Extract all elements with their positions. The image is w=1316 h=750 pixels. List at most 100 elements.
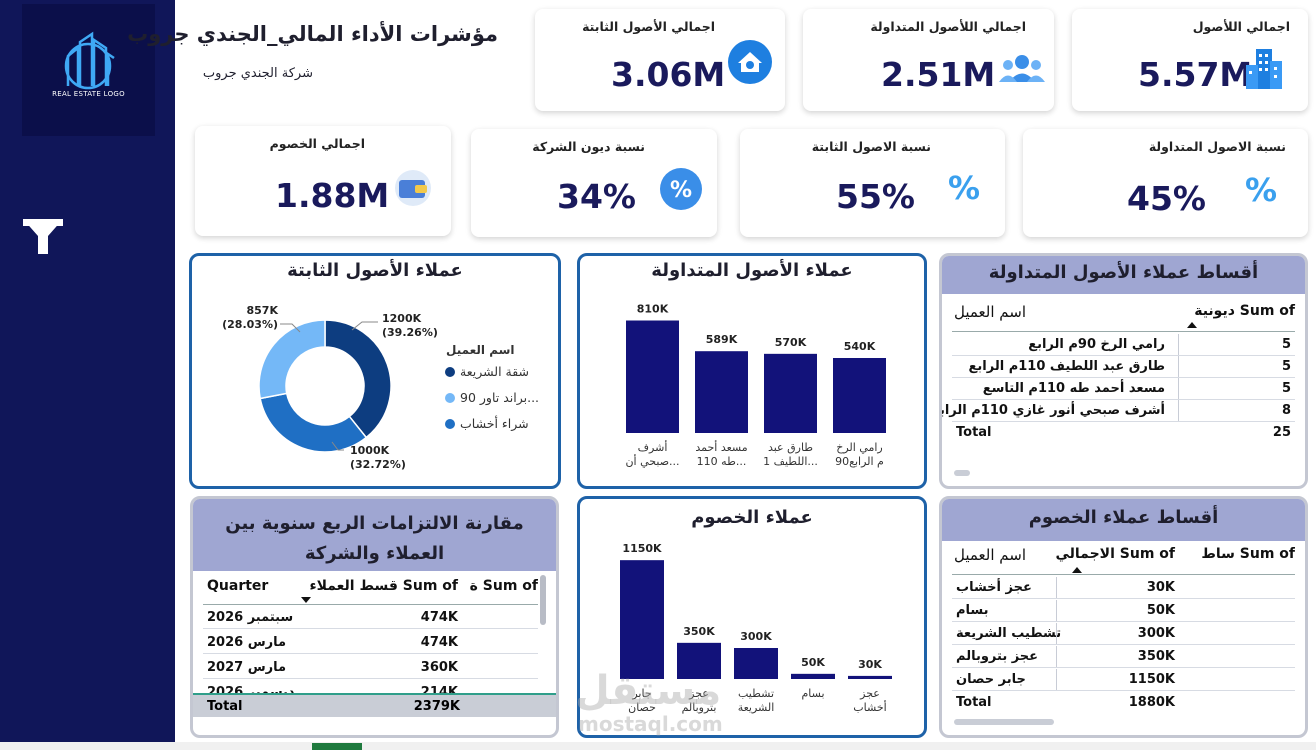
bar[interactable] bbox=[764, 353, 817, 433]
kpi-liabilities[interactable]: اجمالي الخصوم 1.88M bbox=[195, 126, 451, 236]
cell-name: تشطيب الشريعة bbox=[956, 626, 1062, 641]
bar[interactable] bbox=[626, 320, 679, 434]
kpi-fixed-ratio[interactable]: نسبة الاصول الثابتة 55% % bbox=[740, 129, 1005, 237]
donut-chart[interactable]: 1200K(39.26%) 1000K(32.72%) 857K(28.03%) اس… bbox=[192, 256, 558, 486]
table-row[interactable]: جابر حصان 1150K bbox=[952, 669, 1295, 691]
x-tick-label: أخشاب bbox=[853, 700, 886, 714]
scrollbar-thumb[interactable] bbox=[954, 719, 1054, 725]
cell-quarter: سبتمبر 2026 bbox=[207, 610, 294, 625]
legend-item[interactable]: شراء أخشاب bbox=[460, 415, 529, 432]
table-row[interactable]: عجز أخشاب 30K bbox=[952, 577, 1295, 599]
col-header-value[interactable]: Sum of ديونية bbox=[1194, 303, 1295, 319]
sort-arrow-icon[interactable] bbox=[1072, 567, 1082, 573]
scrollbar-thumb[interactable] bbox=[540, 575, 546, 625]
col-header-name[interactable]: اسم العميل bbox=[954, 546, 1027, 564]
cell-name: عجز بتروبالم bbox=[956, 649, 1039, 664]
cell-clients: 474K bbox=[420, 635, 458, 650]
col-header-clients[interactable]: Sum of قسط العملاء bbox=[309, 578, 458, 594]
sidebar: REAL ESTATE LOGO bbox=[0, 0, 175, 750]
bar[interactable] bbox=[734, 648, 778, 679]
cell-value: 350K bbox=[1137, 649, 1175, 664]
bar-value-label: 350K bbox=[683, 625, 715, 638]
x-tick-label: جابر bbox=[631, 687, 651, 700]
table-row[interactable]: مارس 2026 474K bbox=[203, 632, 538, 654]
total-value: 25 bbox=[1272, 425, 1291, 440]
bar-chart[interactable]: 1150Kجابرحصان350Kعجزبتروبالم300Kتشطيبالش… bbox=[580, 499, 924, 735]
table-row[interactable]: سبتمبر 2026 474K bbox=[203, 607, 538, 629]
cell-value: 5 bbox=[1281, 359, 1291, 374]
panel-title: أقساط عملاء الخصوم bbox=[1028, 507, 1219, 528]
kpi-current-assets[interactable]: اجمالي اللأصول المتداولة 2.51M bbox=[803, 9, 1054, 111]
bar-value-label: 50K bbox=[801, 656, 825, 669]
filter-icon[interactable] bbox=[22, 218, 64, 260]
legend-item[interactable]: شقة الشريعة bbox=[460, 364, 529, 380]
kpi-value: 1.88M bbox=[275, 176, 390, 215]
users-icon bbox=[999, 53, 1045, 87]
cell-value: 30K bbox=[1146, 580, 1175, 595]
table-row[interactable]: عجز بتروبالم 350K bbox=[952, 646, 1295, 668]
current-installments-panel: أقساط عملاء الأصول المتداولة Sum of ديون… bbox=[939, 253, 1308, 489]
kpi-fixed-assets[interactable]: اجمالي الأصول الثابتة 3.06M bbox=[535, 9, 785, 111]
table-header: Quarter Sum of قسط العملاء Sum of ة bbox=[203, 575, 538, 605]
table-row[interactable]: بسام 50K bbox=[952, 600, 1295, 622]
kpi-label: نسبة الاصول المتداولة bbox=[1148, 139, 1286, 154]
bar[interactable] bbox=[695, 351, 748, 433]
bar[interactable] bbox=[848, 675, 892, 679]
sort-arrow-icon[interactable] bbox=[1187, 322, 1197, 328]
col-header-company[interactable]: Sum of ة bbox=[469, 578, 538, 594]
donut-slice[interactable] bbox=[258, 319, 326, 400]
col-header-total[interactable]: Sum of الاجمالي bbox=[1055, 546, 1176, 562]
kpi-debt-ratio[interactable]: نسبة ديون الشركة 34% % bbox=[471, 129, 717, 237]
bar[interactable] bbox=[620, 560, 664, 679]
legend-marker[interactable] bbox=[445, 393, 455, 403]
x-tick-label: عجز bbox=[688, 687, 709, 700]
panel-title: أقساط عملاء الأصول المتداولة bbox=[988, 262, 1259, 283]
donut-slice[interactable] bbox=[324, 319, 392, 439]
bottom-bar bbox=[0, 742, 1316, 750]
kpi-label: اجمالي الأصول الثابتة bbox=[582, 19, 715, 34]
cell-value: 300K bbox=[1137, 626, 1175, 641]
bar[interactable] bbox=[791, 673, 835, 679]
cell-value: 1150K bbox=[1128, 672, 1175, 687]
leader-line bbox=[280, 323, 301, 333]
page-title: مؤشرات الأداء المالي_الجندي جروب bbox=[127, 22, 498, 46]
sort-arrow-icon[interactable] bbox=[301, 597, 311, 603]
scrollbar-thumb[interactable] bbox=[954, 470, 970, 476]
bar[interactable] bbox=[677, 642, 721, 679]
col-header-quarter[interactable]: Quarter bbox=[207, 578, 269, 594]
table-row[interactable]: طارق عبد اللطيف 110م الرابع 5 bbox=[952, 356, 1295, 378]
kpi-label: نسبة الاصول الثابتة bbox=[811, 139, 931, 154]
x-tick-label: حصان bbox=[628, 701, 656, 714]
col-header-partial[interactable]: Sum of ساط bbox=[1201, 546, 1295, 562]
kpi-label: اجمالي اللأصول المتداولة bbox=[870, 19, 1026, 34]
house-icon bbox=[727, 39, 773, 89]
donut-slice[interactable] bbox=[259, 392, 368, 453]
percent-icon: % bbox=[948, 169, 981, 207]
table-row[interactable]: رامي الرخ 90م الرابع 5 bbox=[952, 334, 1295, 356]
x-tick-label: بسام bbox=[801, 687, 824, 700]
bar-value-label: 810K bbox=[637, 303, 669, 316]
x-tick-label: الشريعة bbox=[738, 701, 775, 714]
cell-name: عجز أخشاب bbox=[956, 580, 1032, 595]
legend-item[interactable]: براند تاور 90... bbox=[460, 390, 539, 406]
bar[interactable] bbox=[833, 358, 886, 433]
kpi-label: اجمالي الخصوم bbox=[269, 136, 365, 151]
table-row[interactable]: تشطيب الشريعة 300K bbox=[952, 623, 1295, 645]
table-row[interactable]: مسعد أحمد طه 110م التاسع 5 bbox=[952, 378, 1295, 400]
legend-marker[interactable] bbox=[445, 419, 455, 429]
table-row[interactable]: مارس 2027 360K bbox=[203, 657, 538, 679]
col-header-name[interactable]: اسم العميل bbox=[954, 303, 1027, 321]
table-row[interactable]: أشرف صبحي أنور غازي 110م الرابع 8 bbox=[942, 400, 1295, 422]
panel-title: مقارنة الالتزامات الربع سنوية بين العملا… bbox=[225, 513, 524, 564]
company-logo: REAL ESTATE LOGO bbox=[22, 4, 155, 136]
kpi-label: نسبة ديون الشركة bbox=[532, 139, 645, 154]
liabilities-installments-panel: أقساط عملاء الخصوم Sum of ساط Sum of الا… bbox=[939, 496, 1308, 738]
cell-quarter: مارس 2027 bbox=[207, 660, 287, 675]
x-tick-label: صبحي أن... bbox=[625, 454, 679, 468]
cell-name: أشرف صبحي أنور غازي 110م الرابع bbox=[939, 403, 1165, 418]
page-tab[interactable] bbox=[312, 743, 362, 750]
kpi-total-assets[interactable]: اجمالي اللأصول 5.57M bbox=[1072, 9, 1308, 111]
legend-marker[interactable] bbox=[445, 367, 455, 377]
kpi-current-ratio[interactable]: نسبة الاصول المتداولة 45% % bbox=[1023, 129, 1308, 237]
